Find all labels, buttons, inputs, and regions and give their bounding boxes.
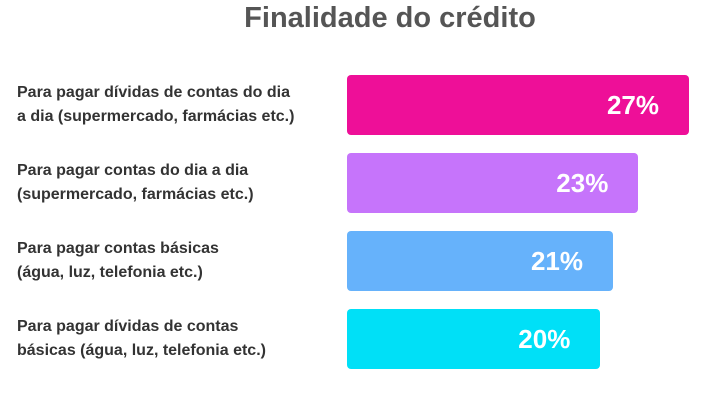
bar: 27% <box>347 75 689 135</box>
category-label: Para pagar dívidas de contas básicas (ág… <box>17 318 266 359</box>
chart-title: Finalidade do crédito <box>244 2 536 34</box>
category-label: Para pagar dívidas de contas do dia a di… <box>17 84 295 125</box>
category-label: Para pagar contas básicas (água, luz, te… <box>17 240 219 281</box>
value-label: 27% <box>606 90 659 120</box>
value-label: 23% <box>556 168 609 198</box>
bar: 23% <box>347 153 639 213</box>
value-label: 20% <box>518 324 571 354</box>
category-label: Para pagar contas do dia a dia (supermer… <box>17 162 254 203</box>
bar: 20% <box>347 309 601 369</box>
value-label: 21% <box>530 246 583 276</box>
bar: 21% <box>347 231 613 291</box>
